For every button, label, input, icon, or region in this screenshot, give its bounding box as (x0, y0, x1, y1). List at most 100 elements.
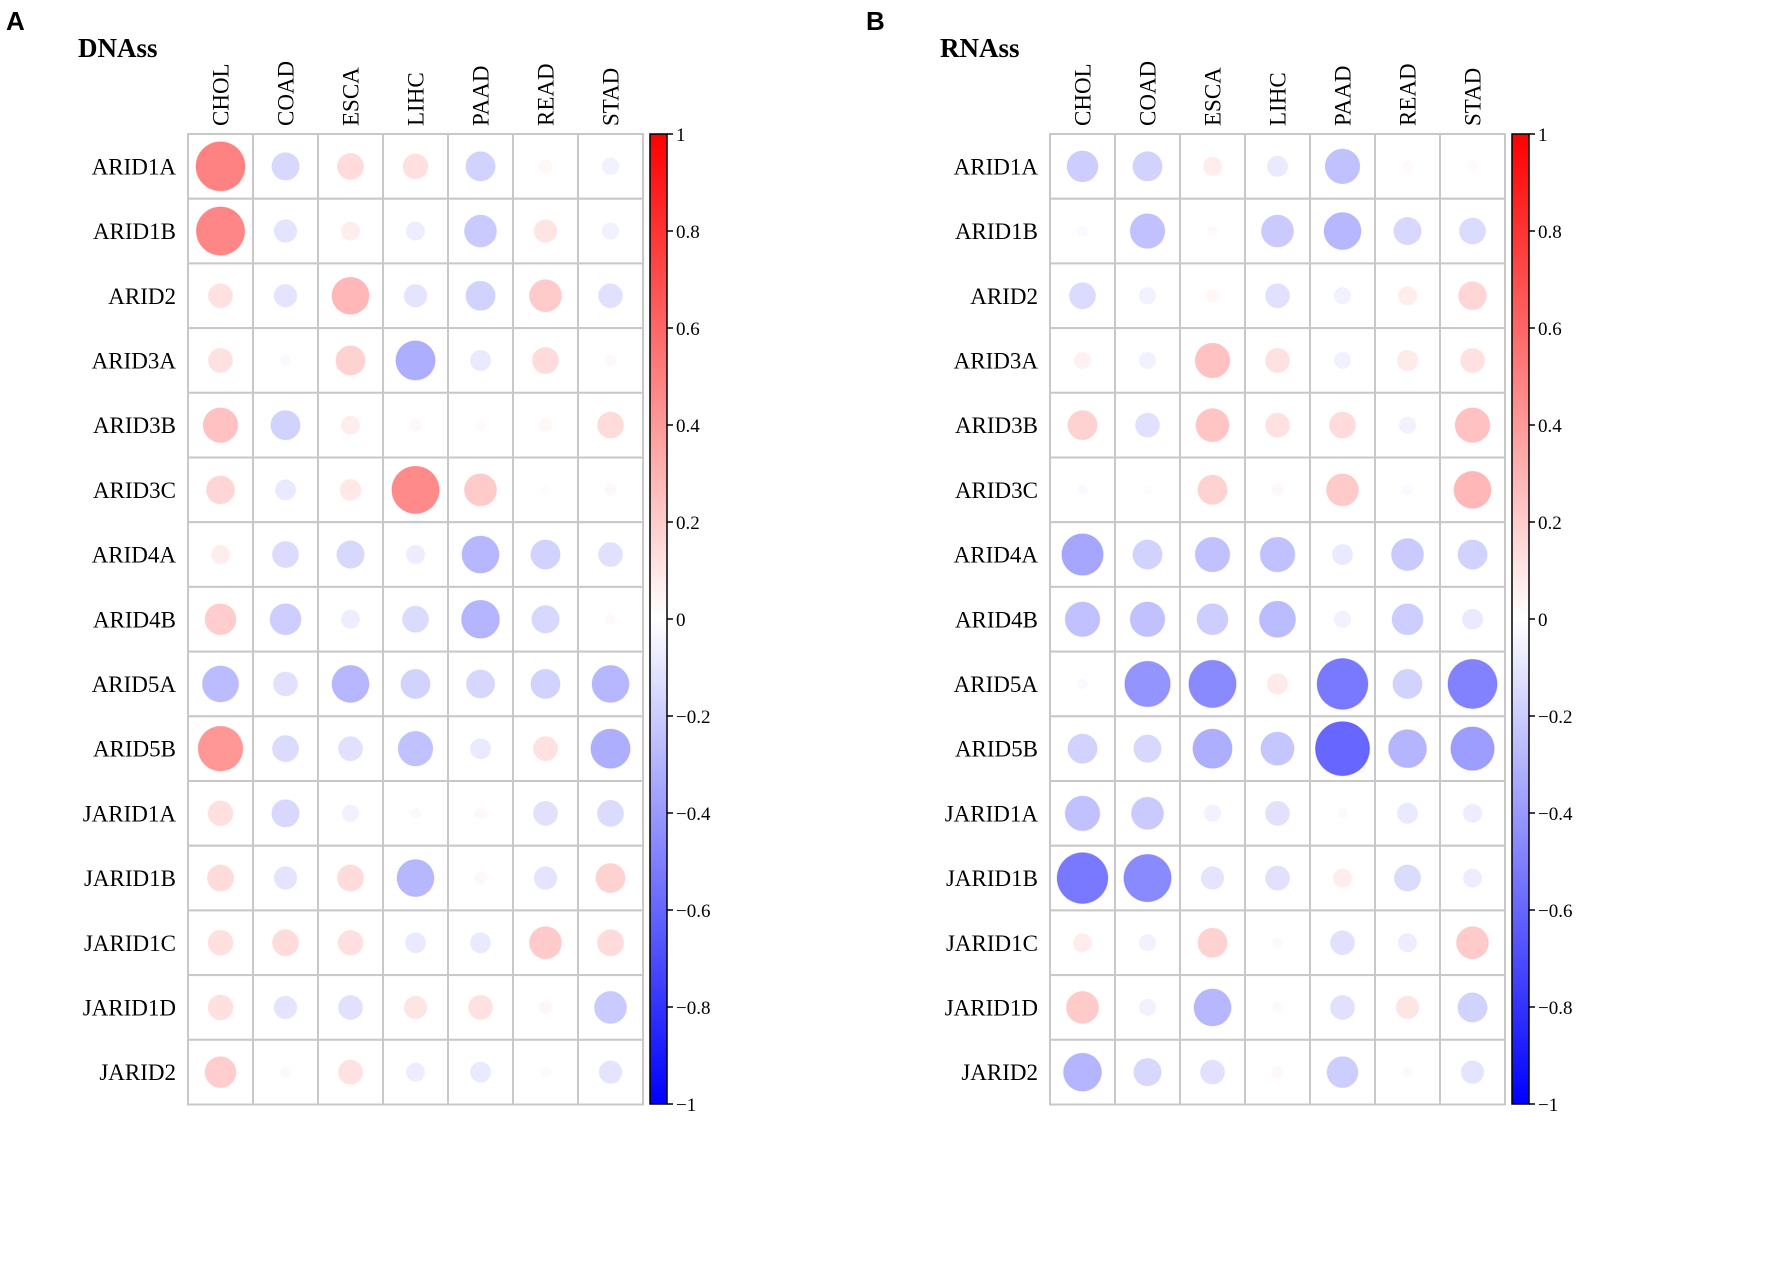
correlation-circle-jarid2-coad: JARID2 / COAD: -0.22 (1133, 1057, 1162, 1087)
correlation-circle-arid3b-coad: ARID3B / COAD: -0.17 (1134, 412, 1161, 438)
correlation-circle-arid1b-chol: ARID1B / CHOL: 0.68 (195, 206, 246, 256)
correlation-circle-jarid2-paad: JARID2 / PAAD: -0.12 (469, 1061, 492, 1083)
correlation-circle-jarid1d-read: JARID1D / READ: 0.15 (1395, 995, 1420, 1020)
color-bar-tick-label: −1 (676, 1095, 696, 1116)
correlation-circle-arid3b-chol: ARID3B / CHOL: 0.35 (202, 407, 239, 444)
correlation-circle-arid1b-stad: ARID1B / STAD: -0.2 (1458, 217, 1487, 245)
correlation-circle-jarid1b-esca: JARID1B / ESCA: 0.2 (336, 864, 365, 892)
correlation-circle-arid1a-stad: ARID1A / STAD: 0.03 (1466, 160, 1479, 172)
color-bar-tick-label: 0 (676, 610, 686, 631)
row-label-arid5b: ARID5B (93, 737, 176, 762)
color-bar (649, 133, 668, 1105)
correlation-circle-arid1b-coad: ARID1B / COAD: -0.35 (1129, 213, 1166, 249)
correlation-circle-jarid1a-stad: JARID1A / STAD: -0.1 (1462, 803, 1483, 824)
color-bar-tick-label: 0.6 (676, 319, 700, 340)
correlation-circle-jarid1b-coad: JARID1B / COAD: -0.65 (1123, 853, 1172, 903)
correlation-circle-arid3a-coad: ARID3A / COAD: -0.08 (1138, 351, 1157, 370)
color-bar-tick-label: −0.6 (1538, 901, 1572, 922)
correlation-circle-arid5b-lihc: ARID5B / LIHC: -0.32 (1260, 731, 1295, 766)
correlation-circle-arid5a-lihc: ARID5A / LIHC: -0.25 (400, 668, 431, 700)
column-label-paad: PAAD (469, 65, 494, 126)
panel-letter: A (6, 6, 25, 36)
correlation-circle-jarid1d-esca: JARID1D / ESCA: -0.17 (337, 994, 364, 1021)
column-label-chol: CHOL (1071, 63, 1096, 126)
row-label-jarid1d: JARID1D (83, 995, 176, 1020)
correlation-circle-jarid1a-lihc: JARID1A / LIHC: -0.17 (1264, 800, 1291, 826)
correlation-circle-arid1a-coad: ARID1A / COAD: -0.22 (271, 152, 300, 181)
correlation-circle-arid3c-read: ARID3C / READ: 0.02 (540, 485, 551, 495)
correlation-circle-arid5a-chol: ARID5A / CHOL: -0.03 (1076, 678, 1089, 690)
correlation-circle-arid3b-esca: ARID3B / ESCA: 0.32 (1195, 408, 1230, 443)
correlation-circle-jarid1d-lihc: JARID1D / LIHC: 0.15 (403, 995, 428, 1020)
color-bar-tick-label: −0.4 (676, 804, 711, 825)
correlation-circle-arid4a-lihc: ARID4A / LIHC: -0.35 (1259, 536, 1296, 573)
correlation-circle-arid1b-stad: ARID1B / STAD: -0.08 (601, 222, 620, 240)
correlation-circle-arid1a-lihc: ARID1A / LIHC: -0.12 (1266, 155, 1289, 178)
correlation-circle-arid2-chol: ARID2 / CHOL: -0.2 (1068, 282, 1097, 310)
correlation-circle-arid4a-stad: ARID4A / STAD: -0.25 (1457, 539, 1488, 570)
column-labels: CHOL COAD ESCA LIHC PAAD READ STAD (1071, 61, 1486, 126)
correlation-circle-jarid1b-paad: JARID1B / PAAD: 0.04 (474, 871, 487, 885)
color-bar-tick-label: −0.4 (1538, 804, 1573, 825)
correlation-circle-jarid1b-paad: JARID1B / PAAD: 0.1 (1332, 868, 1353, 888)
correlation-circle-arid3a-stad: ARID3A / STAD: 0.17 (1459, 347, 1486, 374)
correlation-circle-arid3c-chol: ARID3C / CHOL: 0.23 (205, 475, 236, 505)
correlation-circle-jarid1a-esca: JARID1A / ESCA: -0.08 (341, 804, 360, 823)
correlation-circle-arid4b-chol: ARID4B / CHOL: 0.28 (204, 603, 237, 636)
row-label-arid4a: ARID4A (92, 543, 177, 568)
correlation-circle-jarid1d-coad: JARID1D / COAD: -0.15 (273, 995, 298, 1020)
correlation-circle-jarid1c-stad: JARID1C / STAD: 0.3 (1455, 926, 1490, 960)
column-label-chol: CHOL (209, 63, 234, 126)
row-labels: ARID1A ARID1B ARID2 ARID3A ARID3B ARID3C ARID4… (83, 154, 177, 1085)
color-bar (1511, 133, 1530, 1105)
correlation-circle-arid5b-chol: ARID5B / CHOL: 0.58 (197, 725, 244, 772)
column-label-lihc: LIHC (404, 72, 429, 126)
correlation-circle-arid5a-stad: ARID5A / STAD: -0.7 (1447, 658, 1498, 710)
correlation-circle-arid4a-read: ARID4A / READ: -0.3 (1390, 537, 1425, 572)
correlation-circle-jarid1b-coad: JARID1B / COAD: -0.15 (273, 866, 298, 890)
correlation-circle-arid1b-coad: ARID1B / COAD: -0.15 (273, 219, 298, 243)
correlation-circle-arid3b-paad: ARID3B / PAAD: 0.03 (474, 419, 487, 431)
correlation-circle-jarid1c-chol: JARID1C / CHOL: 0.18 (207, 929, 234, 956)
correlation-circle-arid1a-read: ARID1A / READ: 0.05 (538, 159, 553, 174)
correlation-circle-arid3b-lihc: ARID3B / LIHC: 0.04 (409, 418, 422, 432)
correlation-circle-arid3c-stad: ARID3C / STAD: 0.04 (604, 483, 617, 497)
grid (187, 133, 644, 1106)
correlation-circle-arid2-stad: ARID2 / STAD: 0.23 (1457, 281, 1488, 311)
correlation-circle-arid3a-esca: ARID3A / ESCA: 0.25 (335, 345, 366, 376)
correlation-circle-arid5a-lihc: ARID5A / LIHC: 0.12 (1266, 673, 1289, 695)
correlation-circle-arid1b-chol: ARID1B / CHOL: -0.03 (1076, 225, 1089, 237)
correlation-circle-arid3b-esca: ARID3B / ESCA: 0.1 (340, 415, 361, 435)
correlation-circle-arid5b-coad: ARID5B / COAD: -0.22 (1133, 734, 1162, 763)
correlation-circle-arid1a-read: ARID1A / READ: 0.03 (1401, 160, 1414, 172)
color-bar-tick-label: 0.2 (1538, 513, 1562, 534)
correlation-circle-arid2-stad: ARID2 / STAD: -0.17 (597, 283, 624, 309)
correlation-circle-arid5a-paad: ARID5A / PAAD: -0.23 (465, 669, 496, 699)
correlation-circle-jarid1b-stad: JARID1B / STAD: -0.1 (1462, 868, 1483, 888)
correlation-circle-jarid1d-paad: JARID1D / PAAD: -0.17 (1329, 994, 1356, 1021)
color-bar-tick-label: 0.4 (1538, 416, 1562, 437)
row-label-arid4b: ARID4B (955, 607, 1038, 632)
correlation-circle-arid1b-lihc: ARID1B / LIHC: -0.3 (1260, 214, 1295, 248)
correlation-circle-arid4b-lihc: ARID4B / LIHC: -0.38 (1258, 600, 1297, 638)
correlation-circle-jarid1c-coad: JARID1C / COAD: -0.08 (1138, 933, 1157, 952)
correlation-circle-arid3c-stad: ARID3C / STAD: 0.4 (1453, 470, 1492, 509)
row-label-arid4a: ARID4A (954, 543, 1039, 568)
correlation-circle-arid3b-stad: ARID3B / STAD: 0.35 (1454, 407, 1491, 444)
correlation-circle-arid1b-esca: ARID1B / ESCA: 0.03 (1206, 225, 1219, 237)
correlation-circle-jarid1a-read: JARID1A / READ: -0.17 (532, 800, 559, 826)
row-label-arid3c: ARID3C (955, 478, 1038, 503)
correlation-circle-arid5b-paad: ARID5B / PAAD: -0.85 (1314, 721, 1371, 777)
row-label-jarid1a: JARID1A (83, 801, 177, 826)
color-bar-tick-label: 0.8 (1538, 222, 1562, 243)
correlation-circle-arid1a-esca: ARID1A / ESCA: 0.1 (1202, 156, 1223, 177)
column-label-esca: ESCA (1201, 67, 1226, 126)
row-label-arid3a: ARID3A (954, 348, 1039, 373)
grid-cell (577, 715, 644, 782)
correlation-circle-jarid2-esca: JARID2 / ESCA: 0.17 (337, 1059, 364, 1085)
color-bar-tick-label: 1 (1538, 125, 1548, 146)
column-label-paad: PAAD (1331, 65, 1356, 126)
correlation-circles: ARID1A / CHOL: 0.7 ARID1A / COAD: -0.22 AR… (195, 141, 631, 1089)
correlation-circle-arid1b-esca: ARID1B / ESCA: 0.1 (340, 221, 361, 241)
